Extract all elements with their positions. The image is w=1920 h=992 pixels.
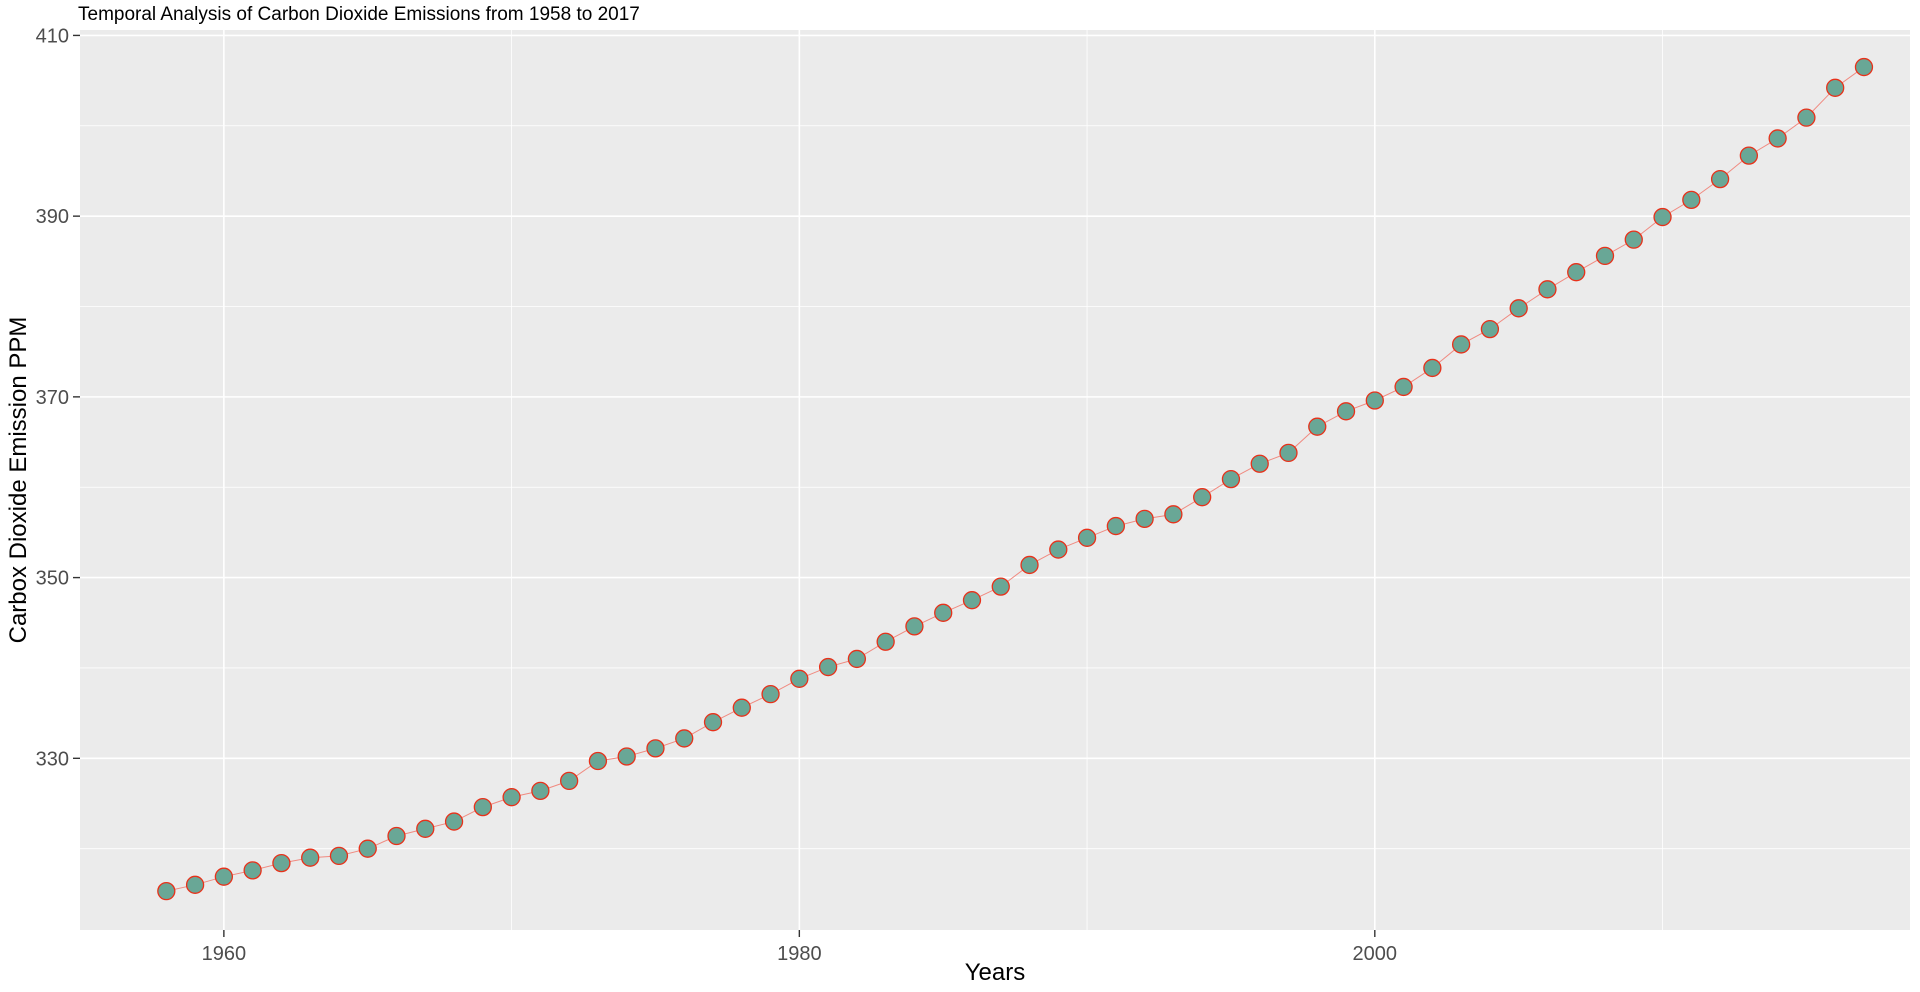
data-point (1164, 505, 1183, 524)
y-tick-label: 390 (36, 206, 69, 228)
x-tick-label: 1960 (202, 943, 247, 965)
grid-minor (80, 30, 1910, 930)
data-point (185, 875, 205, 894)
data-point (1653, 207, 1672, 227)
data-point (934, 603, 953, 622)
data-point (1221, 469, 1241, 489)
chart-title: Temporal Analysis of Carbon Dioxide Emis… (78, 4, 640, 25)
data-point (761, 685, 780, 704)
data-point (1451, 335, 1471, 354)
data-point (646, 739, 665, 758)
data-point (1595, 246, 1615, 266)
data-point (272, 853, 291, 873)
data-point (876, 632, 895, 651)
data-point (1710, 169, 1730, 189)
data-point (1567, 263, 1586, 282)
data-point (1624, 230, 1643, 249)
data-point (847, 649, 867, 669)
data-point (991, 577, 1010, 596)
data-point (1020, 555, 1039, 575)
y-tick-label: 410 (36, 25, 69, 47)
data-point (1423, 358, 1442, 378)
data-point (358, 839, 377, 858)
data-point (387, 826, 406, 846)
data-point (473, 797, 492, 817)
data-point (962, 591, 982, 610)
data-point (502, 788, 521, 807)
plot-panel (80, 30, 1910, 930)
y-tick-label: 330 (36, 748, 69, 770)
data-point (1365, 391, 1384, 410)
data-point (1480, 319, 1500, 339)
data-point (617, 747, 636, 766)
data-point (1739, 146, 1759, 165)
data-point (1768, 129, 1787, 148)
data-point (1135, 509, 1154, 529)
data-point (1077, 528, 1097, 547)
y-axis: 330 350 370 390 410 (36, 25, 80, 770)
data-point (1826, 78, 1845, 97)
y-axis-title: Carbox Dioxide Emission PPM (5, 317, 32, 644)
data-point (1854, 57, 1874, 77)
data-point (1250, 454, 1269, 473)
data-point (1336, 402, 1356, 421)
data-point (588, 751, 608, 771)
data-points (157, 57, 1874, 901)
y-tick-label: 370 (36, 387, 69, 409)
x-tick-label: 2000 (1353, 943, 1398, 965)
x-axis-title: Years (965, 959, 1026, 986)
data-point (157, 881, 176, 901)
data-point (1279, 443, 1298, 463)
data-point (905, 617, 924, 636)
data-point (818, 657, 838, 677)
data-point (1049, 540, 1068, 559)
data-point (1106, 516, 1125, 536)
x-axis: 1960 1980 2000 (202, 930, 1397, 965)
data-point (243, 861, 262, 880)
data-point (1394, 377, 1413, 397)
data-point (675, 729, 694, 748)
grid-major (80, 30, 1910, 930)
data-point (444, 812, 464, 831)
data-point (732, 698, 751, 717)
data-point (560, 771, 579, 791)
data-point (790, 669, 809, 688)
y-tick-label: 350 (36, 568, 69, 590)
data-point (1538, 280, 1557, 299)
data-point (703, 713, 723, 732)
data-point (416, 819, 435, 838)
data-point (1682, 190, 1701, 210)
data-point (301, 848, 320, 867)
data-point (329, 846, 349, 866)
data-point (214, 867, 234, 886)
data-point (1308, 417, 1327, 436)
x-tick-label: 1980 (777, 943, 822, 965)
data-point (1509, 299, 1528, 318)
data-point (1797, 108, 1816, 127)
data-point (1193, 488, 1212, 507)
data-point (531, 781, 550, 800)
